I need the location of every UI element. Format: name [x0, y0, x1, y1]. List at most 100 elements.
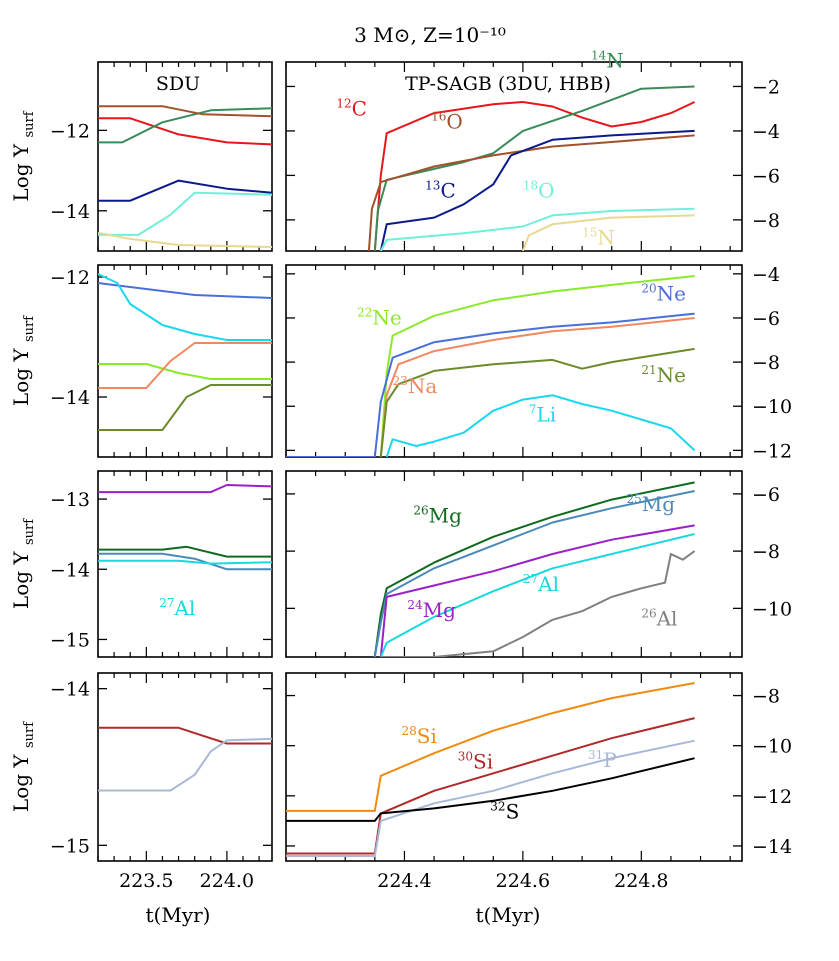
y-tick-label: −2 — [752, 76, 780, 98]
series-group — [286, 682, 695, 857]
series-line-32S — [286, 757, 695, 822]
figure-title: 3 M⊙, Z=10⁻¹⁰ — [354, 23, 506, 47]
series-line-23Na — [98, 342, 272, 389]
series-line-25Mg — [373, 490, 695, 657]
series-line-20Ne — [98, 282, 272, 299]
series-line-27Al — [98, 559, 272, 565]
series-line-13C — [379, 129, 695, 251]
series-line-31P — [286, 739, 695, 857]
y-axis-label: Log Y surf — [9, 315, 37, 406]
panel-2-left: −13 −14 −15 27Al Log Y surf — [9, 470, 273, 658]
y-tick-label: −6 — [752, 165, 780, 187]
isotope-label-30Si: 30Si — [458, 749, 493, 773]
y-tick-label: −14 — [50, 201, 90, 223]
series-line-15N — [98, 231, 272, 248]
isotope-label-24Mg: 24Mg — [407, 598, 456, 622]
series-line-23Na — [379, 317, 695, 457]
isotope-label-27Al: 27Al — [159, 596, 195, 620]
x-axis-label-right: t(Myr) — [476, 903, 541, 927]
series-group — [98, 273, 272, 431]
series-line-25Mg — [98, 552, 272, 571]
isotope-label-27Al: 27Al — [523, 572, 559, 596]
isotope-label-32S: 32S — [490, 799, 519, 823]
isotope-label-22Ne: 22Ne — [357, 306, 402, 330]
series-line-28Si — [286, 682, 695, 812]
y-tick-label: −12 — [50, 120, 90, 142]
left-panel-title: SDU — [156, 73, 200, 95]
series-line-16O — [98, 105, 272, 118]
series-line-12C — [98, 117, 272, 146]
series-group — [373, 481, 696, 657]
series-group — [367, 85, 696, 251]
series-line-21Ne — [98, 384, 272, 431]
isotope-label-20Ne: 20Ne — [641, 281, 686, 305]
y-tick-label: −4 — [752, 121, 780, 143]
isotope-label-21Ne: 21Ne — [641, 363, 686, 387]
isotope-label-26Mg: 26Mg — [413, 504, 462, 528]
right-panel-title: TP-SAGB (3DU, HBB) — [405, 73, 611, 95]
x-tick-label: 224.8 — [614, 870, 668, 892]
series-line-18O — [98, 191, 272, 236]
isotope-label-23Na: 23Na — [393, 374, 438, 398]
y-tick-label: −14 — [752, 836, 792, 858]
series-line-20Ne — [286, 312, 695, 457]
panel-3-right: −8 −10 −12 −14 224.4 224.6 224.8 28Si 30Si 31P 32S — [285, 672, 792, 892]
y-axis-label: Log Y surf — [9, 110, 37, 201]
series-line-31P — [98, 737, 272, 792]
series-line-7Li — [385, 394, 696, 457]
series-line-14N — [98, 107, 272, 144]
y-tick-label: −10 — [752, 598, 792, 620]
y-tick-label: −4 — [752, 264, 780, 286]
series-line-27Al — [379, 533, 695, 657]
isotope-label-16O: 16O — [431, 110, 463, 134]
isotope-label-7Li: 7Li — [529, 403, 556, 427]
isotope-label-14N: 14N — [591, 49, 624, 73]
series-group — [98, 105, 272, 248]
y-tick-label: −15 — [50, 629, 90, 651]
y-tick-label: −14 — [50, 559, 90, 581]
panel-1-right: −4 −6 −8 −10 −12 22Ne 20Ne 23Na 21Ne 7Li — [285, 264, 792, 462]
isotope-label-26Al: 26Al — [641, 607, 677, 631]
isotope-label-15N: 15N — [582, 225, 615, 249]
y-tick-label: −8 — [752, 541, 780, 563]
y-tick-label: −8 — [752, 686, 780, 708]
y-tick-label: −12 — [752, 786, 792, 808]
plot-frame — [285, 61, 743, 252]
plot-frame — [97, 61, 273, 252]
y-tick-label: −12 — [752, 440, 792, 462]
y-tick-label: −13 — [50, 489, 90, 511]
plot-frame — [97, 264, 273, 458]
series-line-13C — [98, 179, 272, 202]
y-tick-label: −14 — [50, 387, 90, 409]
x-tick-label: 224.4 — [377, 870, 431, 892]
plot-frame — [97, 672, 273, 862]
series-line-16O — [367, 134, 695, 251]
series-line-22Ne — [379, 275, 695, 457]
series-line-30Si — [286, 717, 695, 855]
isotope-label-28Si: 28Si — [401, 724, 436, 748]
y-axis-label: Log Y surf — [9, 518, 37, 609]
series-line-26Mg — [98, 545, 272, 558]
y-tick-label: −12 — [50, 267, 90, 289]
series-line-26Mg — [373, 481, 695, 657]
series-group — [98, 484, 272, 571]
panel-3-left: −14 −15 223.5 224.0 Log Y surf — [9, 672, 273, 892]
series-line-24Mg — [379, 524, 695, 657]
plot-frame — [285, 264, 743, 458]
plot-frame — [285, 470, 743, 658]
isotope-label-13C: 13C — [425, 179, 456, 203]
y-tick-label: −8 — [752, 210, 780, 232]
isotope-label-18O: 18O — [523, 179, 555, 203]
series-group — [98, 726, 272, 792]
plot-frame — [285, 672, 743, 862]
panel-0-left: −12 −14 Log Y surf — [9, 61, 273, 252]
y-tick-label: −8 — [752, 352, 780, 374]
y-axis-label: Log Y surf — [9, 721, 37, 812]
series-line-7Li — [98, 273, 272, 341]
y-tick-label: −14 — [50, 679, 90, 701]
series-line-14N — [373, 85, 695, 251]
panel-1-left: −12 −14 Log Y surf — [9, 264, 273, 458]
isotope-label-25Mg: 25Mg — [627, 492, 676, 516]
y-tick-label: −15 — [50, 835, 90, 857]
